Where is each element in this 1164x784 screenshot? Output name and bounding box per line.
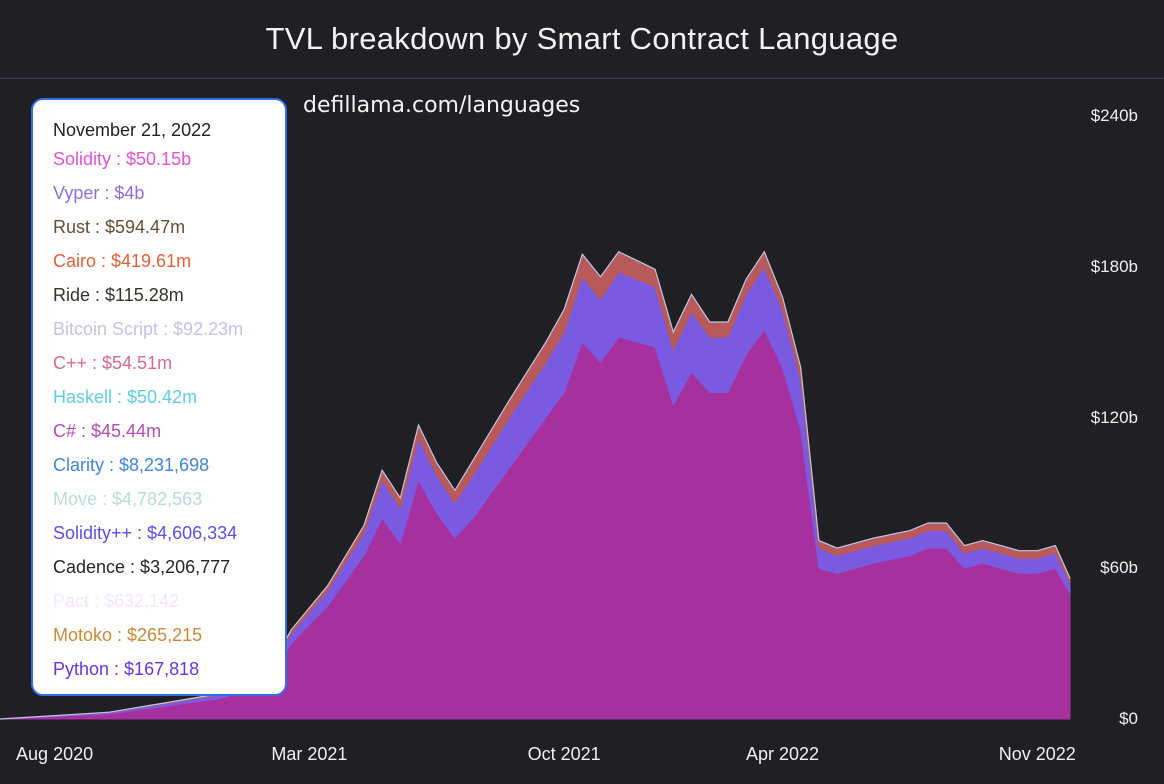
tooltip-row: C# : $45.44m: [53, 421, 162, 441]
x-tick-label: Mar 2021: [271, 744, 348, 764]
tooltip-row: Cairo : $419.61m: [53, 251, 192, 271]
total-outline-line: [0, 250, 1071, 720]
x-tick-label: Nov 2022: [998, 744, 1076, 764]
x-tick-label: Aug 2020: [16, 744, 94, 764]
tooltip-row: Solidity++ : $4,606,334: [53, 523, 238, 543]
tooltip-row: Motoko : $265,215: [53, 625, 203, 645]
tooltip-row: Vyper : $4b: [53, 183, 145, 203]
tooltip-row: Pact : $632,142: [53, 591, 180, 611]
area-series-group: [0, 250, 1071, 720]
tooltip-row: Rust : $594.47m: [53, 217, 186, 237]
tooltip-rows: Solidity : $50.15b Vyper : $4b Rust : $594…: [53, 150, 285, 694]
tooltip-row: C++ : $54.51m: [53, 353, 173, 373]
tooltip-date: November 21, 2022: [53, 120, 212, 140]
x-tick-label: Apr 2022: [745, 744, 819, 764]
tooltip-row: Bitcoin Script : $92.23m: [53, 319, 244, 339]
y-tick-label: $0: [1119, 709, 1138, 728]
watermark-text: defillama.com/languages: [303, 93, 581, 118]
tooltip-row: Move : $4,782,563: [53, 489, 203, 509]
hover-tooltip: November 21, 2022 Solidity : $50.15b Vype…: [31, 98, 287, 696]
chart-title: TVL breakdown by Smart Contract Language: [0, 0, 1164, 79]
x-tick-label: Oct 2021: [527, 744, 601, 764]
y-tick-label: $180b: [1090, 256, 1138, 276]
tooltip-row: Cadence : $3,206,777: [53, 557, 231, 577]
y-tick-label: $60b: [1100, 558, 1138, 578]
y-tick-label: $120b: [1090, 407, 1138, 427]
tooltip-row: Haskell : $50.42m: [53, 387, 198, 407]
tooltip-row: Clarity : $8,231,698: [53, 455, 210, 475]
y-tick-label: $240b: [1090, 106, 1138, 125]
tooltip-row: Python : $167,818: [53, 659, 200, 679]
tooltip-row: Solidity : $50.15b: [53, 149, 192, 169]
tooltip-row: Ride : $115.28m: [53, 285, 184, 305]
